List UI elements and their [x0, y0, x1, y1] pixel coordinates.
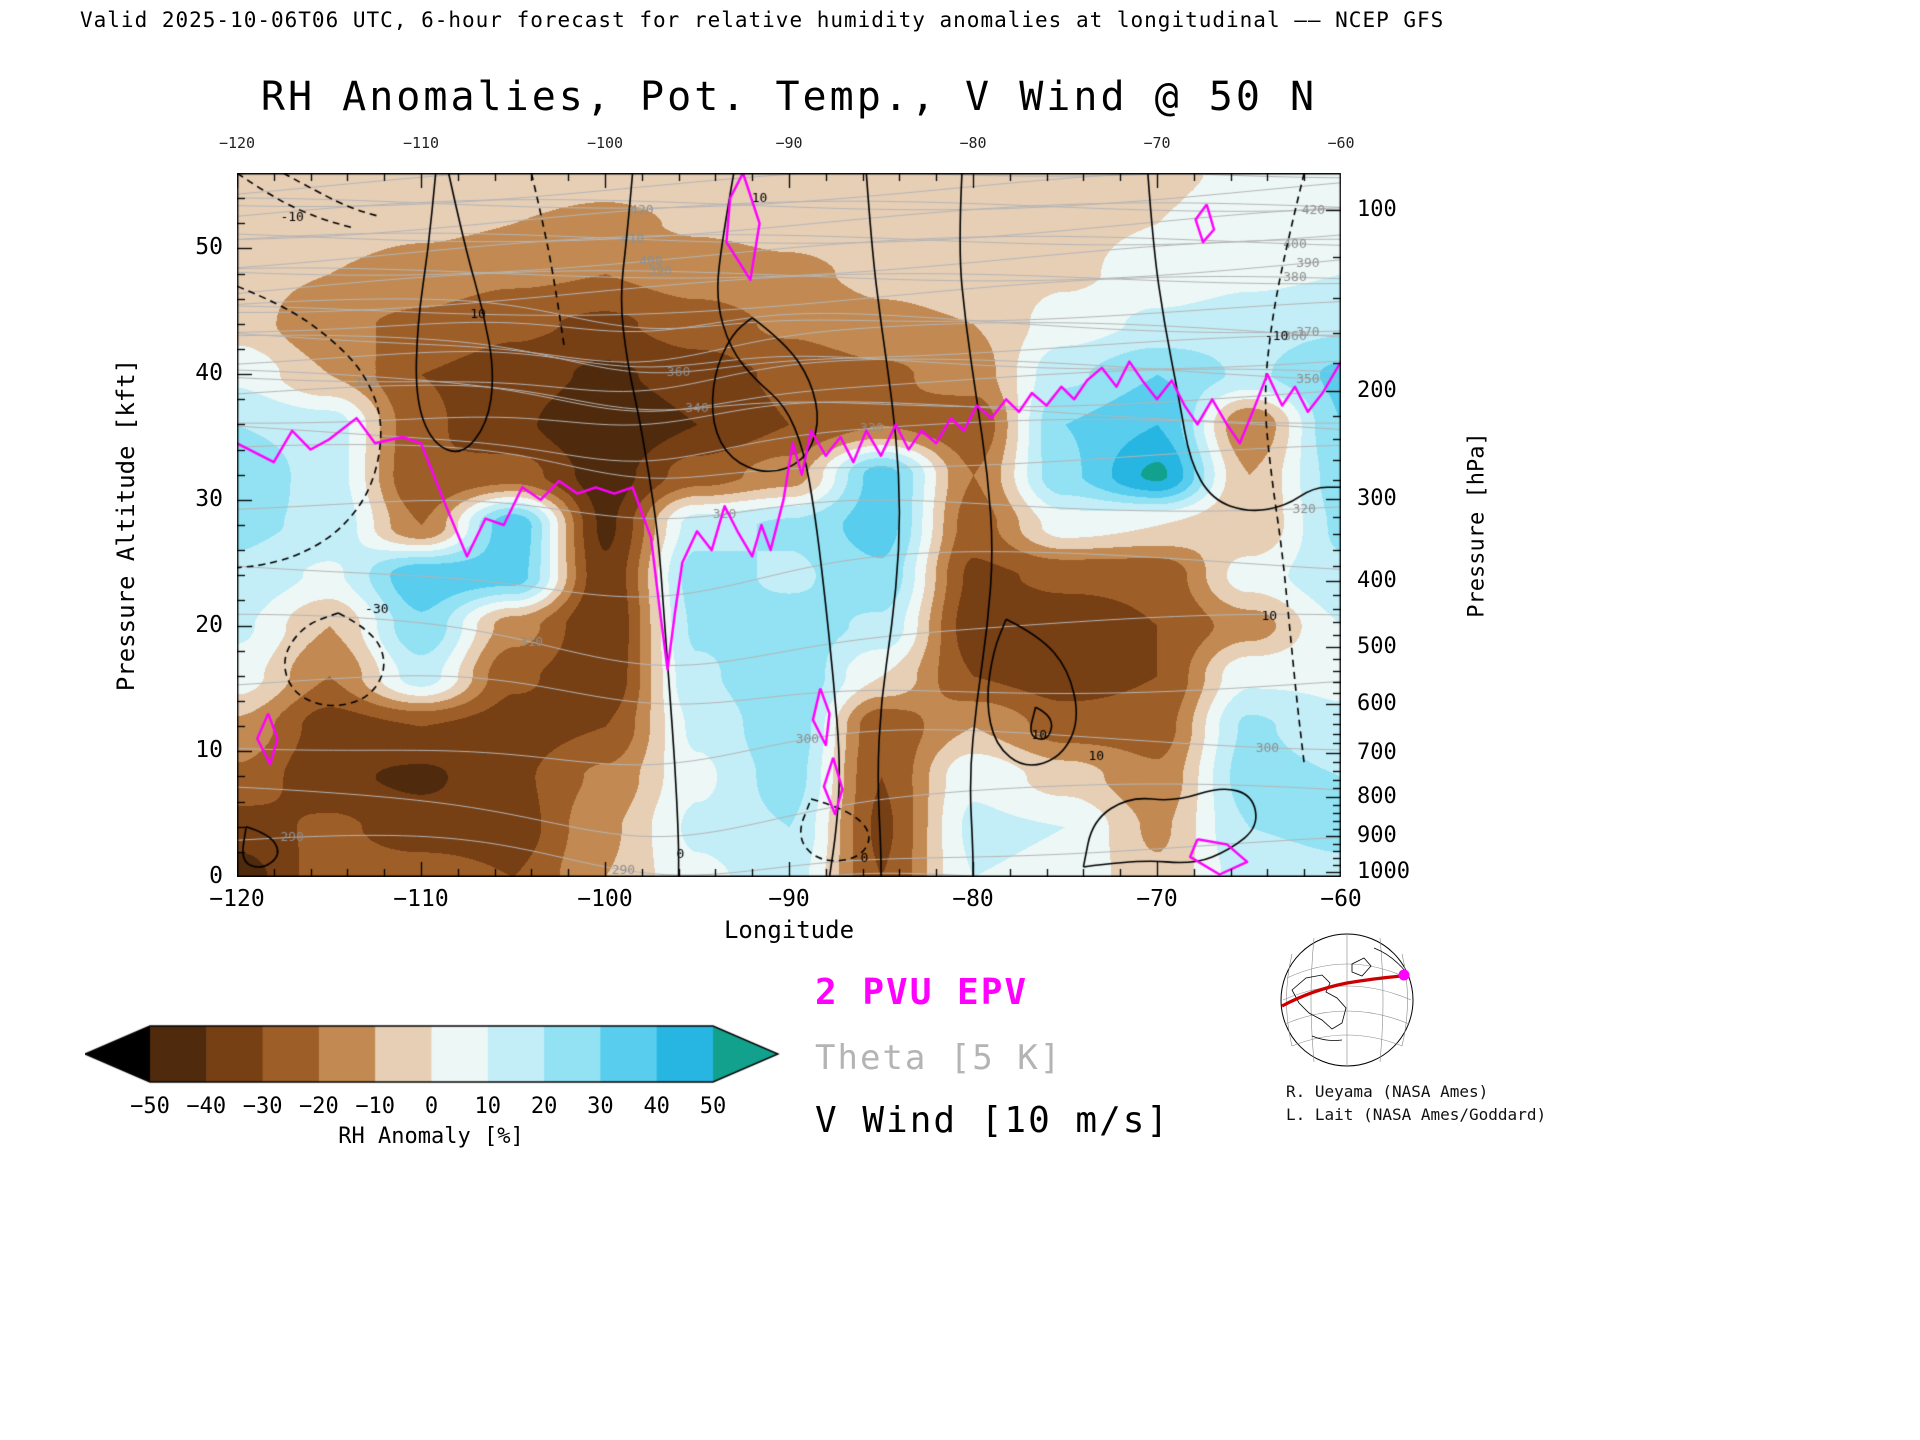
legend-v-wind: V Wind [10 m/s]	[815, 1100, 1171, 1141]
colorbar-tick-label: 20	[530, 1094, 558, 1119]
y-right-tick-label: 300	[1357, 486, 1397, 512]
y-left-tick-label: 50	[195, 234, 223, 261]
colorbar-tick-label: 40	[643, 1094, 670, 1119]
colorbar-tick-label: −10	[355, 1094, 396, 1119]
x-tick-label: −100	[577, 886, 633, 912]
y-right-tick-label: 600	[1357, 690, 1397, 716]
x-top-tick-label: −60	[1327, 134, 1355, 152]
credit-line-1: R. Ueyama (NASA Ames)	[1286, 1082, 1489, 1101]
x-top-tick-label: −80	[959, 134, 987, 152]
y-right-tick-label: 900	[1357, 823, 1397, 849]
y-left-tick-label: 40	[195, 360, 223, 387]
colorbar-tick-label: 0	[424, 1094, 439, 1119]
colorbar-tick-label: −30	[242, 1094, 283, 1119]
cross-section-point	[1398, 969, 1410, 981]
y-left-axis-title: Pressure Altitude [kft]	[112, 358, 140, 692]
x-tick-label: −70	[1136, 886, 1178, 912]
y-right-axis-title: Pressure [hPa]	[1464, 432, 1490, 618]
y-right-tick-label: 500	[1357, 634, 1397, 660]
x-axis-title: Longitude	[723, 916, 855, 944]
colorbar-tick-label: 30	[587, 1094, 614, 1119]
valid-time-header: Valid 2025-10-06T06 UTC, 6-hour forecast…	[80, 8, 1445, 32]
colorbar-tick-label: −40	[186, 1094, 227, 1119]
x-tick-label: −120	[209, 886, 265, 912]
y-left-tick-label: 20	[195, 611, 223, 638]
x-tick-label: −60	[1320, 886, 1362, 912]
colorbar-tick-label: −50	[130, 1094, 170, 1119]
y-right-tick-label: 700	[1357, 739, 1397, 765]
legend-2pvu-epv: 2 PVU EPV	[815, 972, 1029, 1013]
colorbar-title: RH Anomaly [%]	[338, 1124, 524, 1149]
y-right-tick-label: 200	[1357, 377, 1397, 403]
coastlines	[1291, 947, 1407, 1041]
credit-line-2: L. Lait (NASA Ames/Goddard)	[1286, 1105, 1547, 1124]
x-top-tick-label: −120	[218, 134, 256, 152]
y-right-tick-label: 800	[1357, 783, 1397, 809]
y-left-tick-label: 30	[195, 485, 223, 512]
cross-section-line	[1281, 974, 1403, 1008]
x-tick-label: −80	[952, 886, 994, 912]
cross-section-plot	[237, 173, 1341, 877]
x-top-tick-label: −70	[1143, 134, 1171, 152]
legend-theta: Theta [5 K]	[815, 1038, 1063, 1078]
x-tick-label: −90	[768, 886, 810, 912]
graticule	[1282, 934, 1412, 1066]
colorbar-tick-label: 10	[474, 1094, 502, 1119]
y-right-tick-label: 1000	[1357, 859, 1410, 885]
colorbar-tick-label: 50	[699, 1094, 727, 1119]
x-top-tick-label: −110	[402, 134, 440, 152]
x-tick-label: −110	[393, 886, 449, 912]
x-top-tick-label: −90	[775, 134, 803, 152]
page-title: RH Anomalies, Pot. Temp., V Wind @ 50 N	[260, 74, 1318, 120]
colorbar	[85, 1022, 785, 1092]
x-top-tick-label: −100	[586, 134, 624, 152]
y-left-tick-label: 10	[195, 737, 223, 764]
map-inset	[1280, 933, 1414, 1067]
y-right-tick-label: 400	[1357, 567, 1397, 593]
y-right-tick-label: 100	[1357, 196, 1397, 222]
y-left-tick-label: 0	[209, 863, 223, 889]
colorbar-tick-label: −20	[299, 1094, 339, 1119]
